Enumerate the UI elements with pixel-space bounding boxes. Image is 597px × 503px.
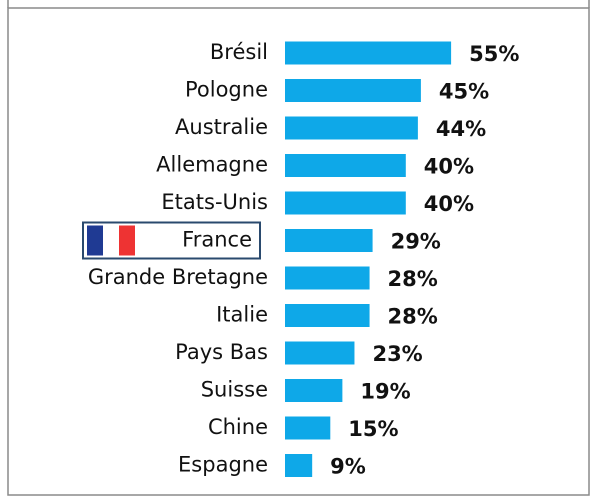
- category-label: Pologne: [185, 78, 268, 102]
- category-label: Italie: [216, 303, 268, 327]
- flag-white: [103, 225, 119, 256]
- value-label: 29%: [391, 230, 441, 254]
- category-label: France: [182, 228, 252, 252]
- category-label: Etats-Unis: [161, 190, 268, 214]
- value-label: 15%: [348, 417, 398, 441]
- category-label: Allemagne: [156, 153, 268, 177]
- category-label: Chine: [208, 415, 268, 439]
- bar: [285, 341, 355, 365]
- bar: [285, 79, 421, 102]
- flag-blue: [87, 225, 103, 256]
- category-label: Espagne: [178, 453, 268, 477]
- bar: [285, 379, 343, 402]
- value-label: 23%: [372, 342, 422, 366]
- bar: [285, 229, 373, 252]
- frame-edge: [7, 0, 590, 8]
- category-label: Suisse: [201, 378, 268, 402]
- flag-red: [119, 225, 135, 256]
- value-label: 40%: [424, 192, 474, 216]
- bar: [285, 266, 370, 290]
- bar: [285, 191, 406, 215]
- bar: [285, 304, 370, 327]
- category-label: Brésil: [210, 40, 268, 64]
- value-label: 19%: [360, 380, 410, 404]
- chart-frame: [7, 7, 590, 496]
- category-label: Australie: [175, 115, 268, 139]
- value-label: 55%: [469, 42, 519, 66]
- bar: [285, 416, 331, 440]
- value-label: 45%: [439, 80, 489, 104]
- value-label: 28%: [388, 305, 438, 329]
- category-label: Pays Bas: [175, 340, 268, 364]
- bar: [285, 454, 313, 477]
- bar: [285, 116, 418, 140]
- bar: [285, 154, 406, 177]
- bar: [285, 41, 452, 65]
- value-label: 9%: [330, 455, 366, 479]
- value-label: 44%: [436, 117, 486, 141]
- category-label: Grande Bretagne: [88, 265, 268, 289]
- value-label: 40%: [424, 155, 474, 179]
- value-label: 28%: [388, 267, 438, 291]
